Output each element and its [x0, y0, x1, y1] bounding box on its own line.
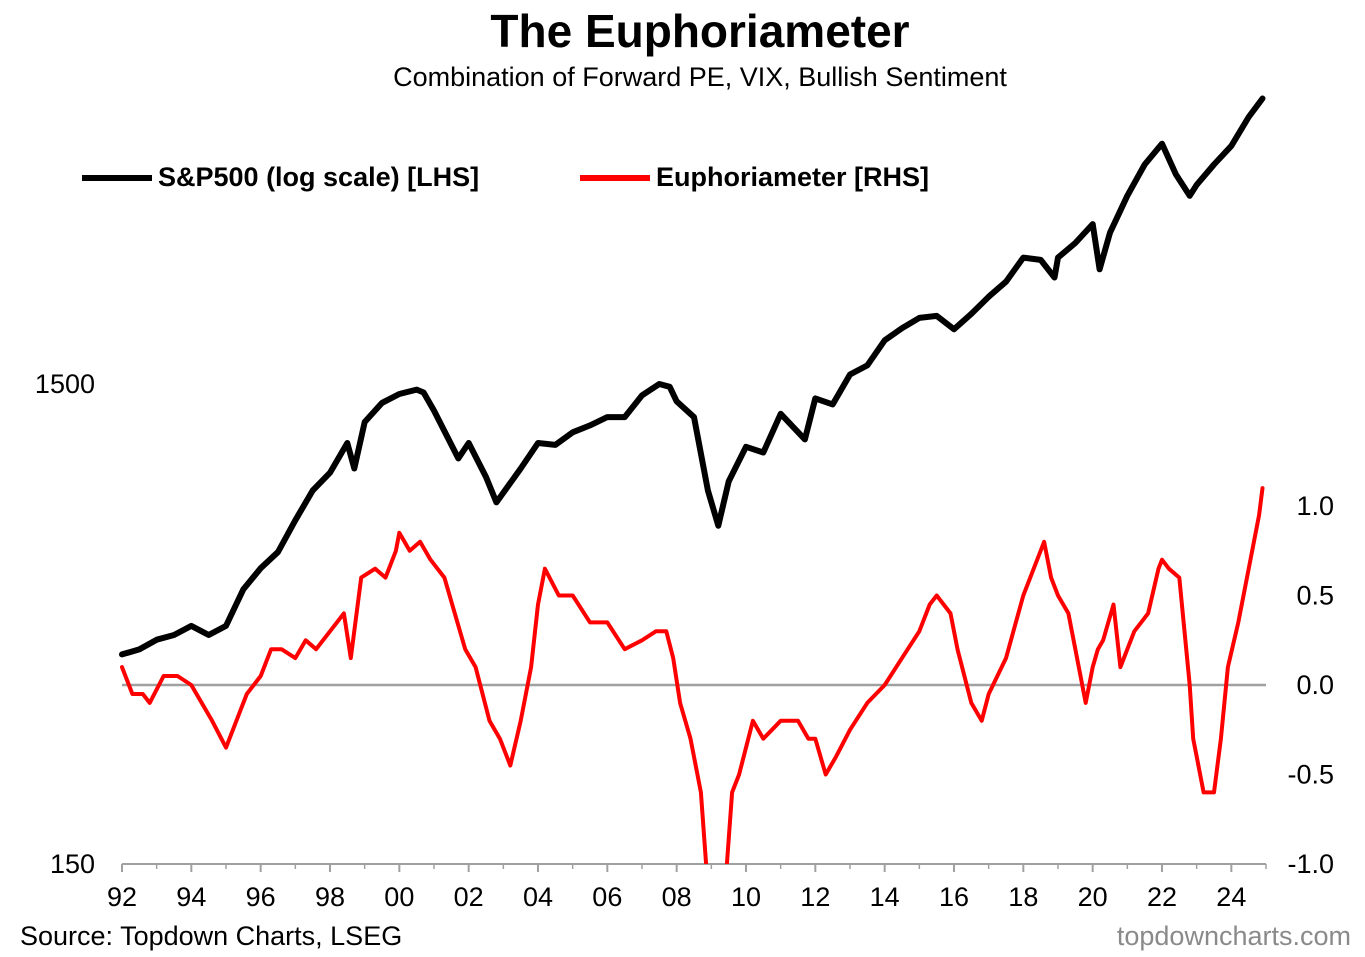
- legend-item-euphoria: Euphoriameter [RHS]: [580, 162, 929, 193]
- left-tick-label: 1500: [35, 369, 95, 399]
- legend-label-sp500: S&P500 (log scale) [LHS]: [158, 162, 480, 192]
- watermark: topdowncharts.com: [1116, 921, 1351, 951]
- legend-label-euphoria: Euphoriameter [RHS]: [656, 162, 930, 192]
- x-tick-label: 98: [315, 882, 345, 912]
- chart-title: The Euphoriameter: [490, 5, 910, 57]
- x-tick-label: 22: [1147, 882, 1177, 912]
- source-note: Source: Topdown Charts, LSEG: [20, 921, 403, 951]
- right-tick-label: 1.0: [1296, 491, 1334, 521]
- x-tick-label: 96: [246, 882, 276, 912]
- x-tick-label: 18: [1008, 882, 1038, 912]
- left-tick-label: 150: [50, 849, 95, 879]
- legend-item-sp500: S&P500 (log scale) [LHS]: [82, 162, 479, 193]
- right-tick-label: -1.0: [1287, 849, 1334, 879]
- right-tick-label: 0.0: [1296, 670, 1334, 700]
- x-tick-label: 10: [731, 882, 761, 912]
- series-line-euphoriameter: [120, 486, 1265, 864]
- x-tick-label: 08: [662, 882, 692, 912]
- x-tick-label: 24: [1216, 882, 1246, 912]
- right-tick-label: 0.5: [1296, 581, 1334, 611]
- right-tick-label: -0.5: [1287, 760, 1334, 790]
- x-tick-label: 14: [870, 882, 900, 912]
- x-tick-label: 20: [1078, 882, 1108, 912]
- x-tick-label: 04: [523, 882, 553, 912]
- series-line-sp500: [119, 95, 1266, 658]
- x-tick-label: 02: [454, 882, 484, 912]
- x-tick-label: 16: [939, 882, 969, 912]
- legend-swatch-sp500: [82, 174, 152, 181]
- x-tick-label: 06: [592, 882, 622, 912]
- x-tick-label: 94: [176, 882, 206, 912]
- x-tick-label: 00: [384, 882, 414, 912]
- x-tick-label: 12: [800, 882, 830, 912]
- legend-swatch-euphoria: [580, 174, 650, 181]
- x-tick-label: 92: [107, 882, 137, 912]
- chart-subtitle: Combination of Forward PE, VIX, Bullish …: [393, 62, 1007, 92]
